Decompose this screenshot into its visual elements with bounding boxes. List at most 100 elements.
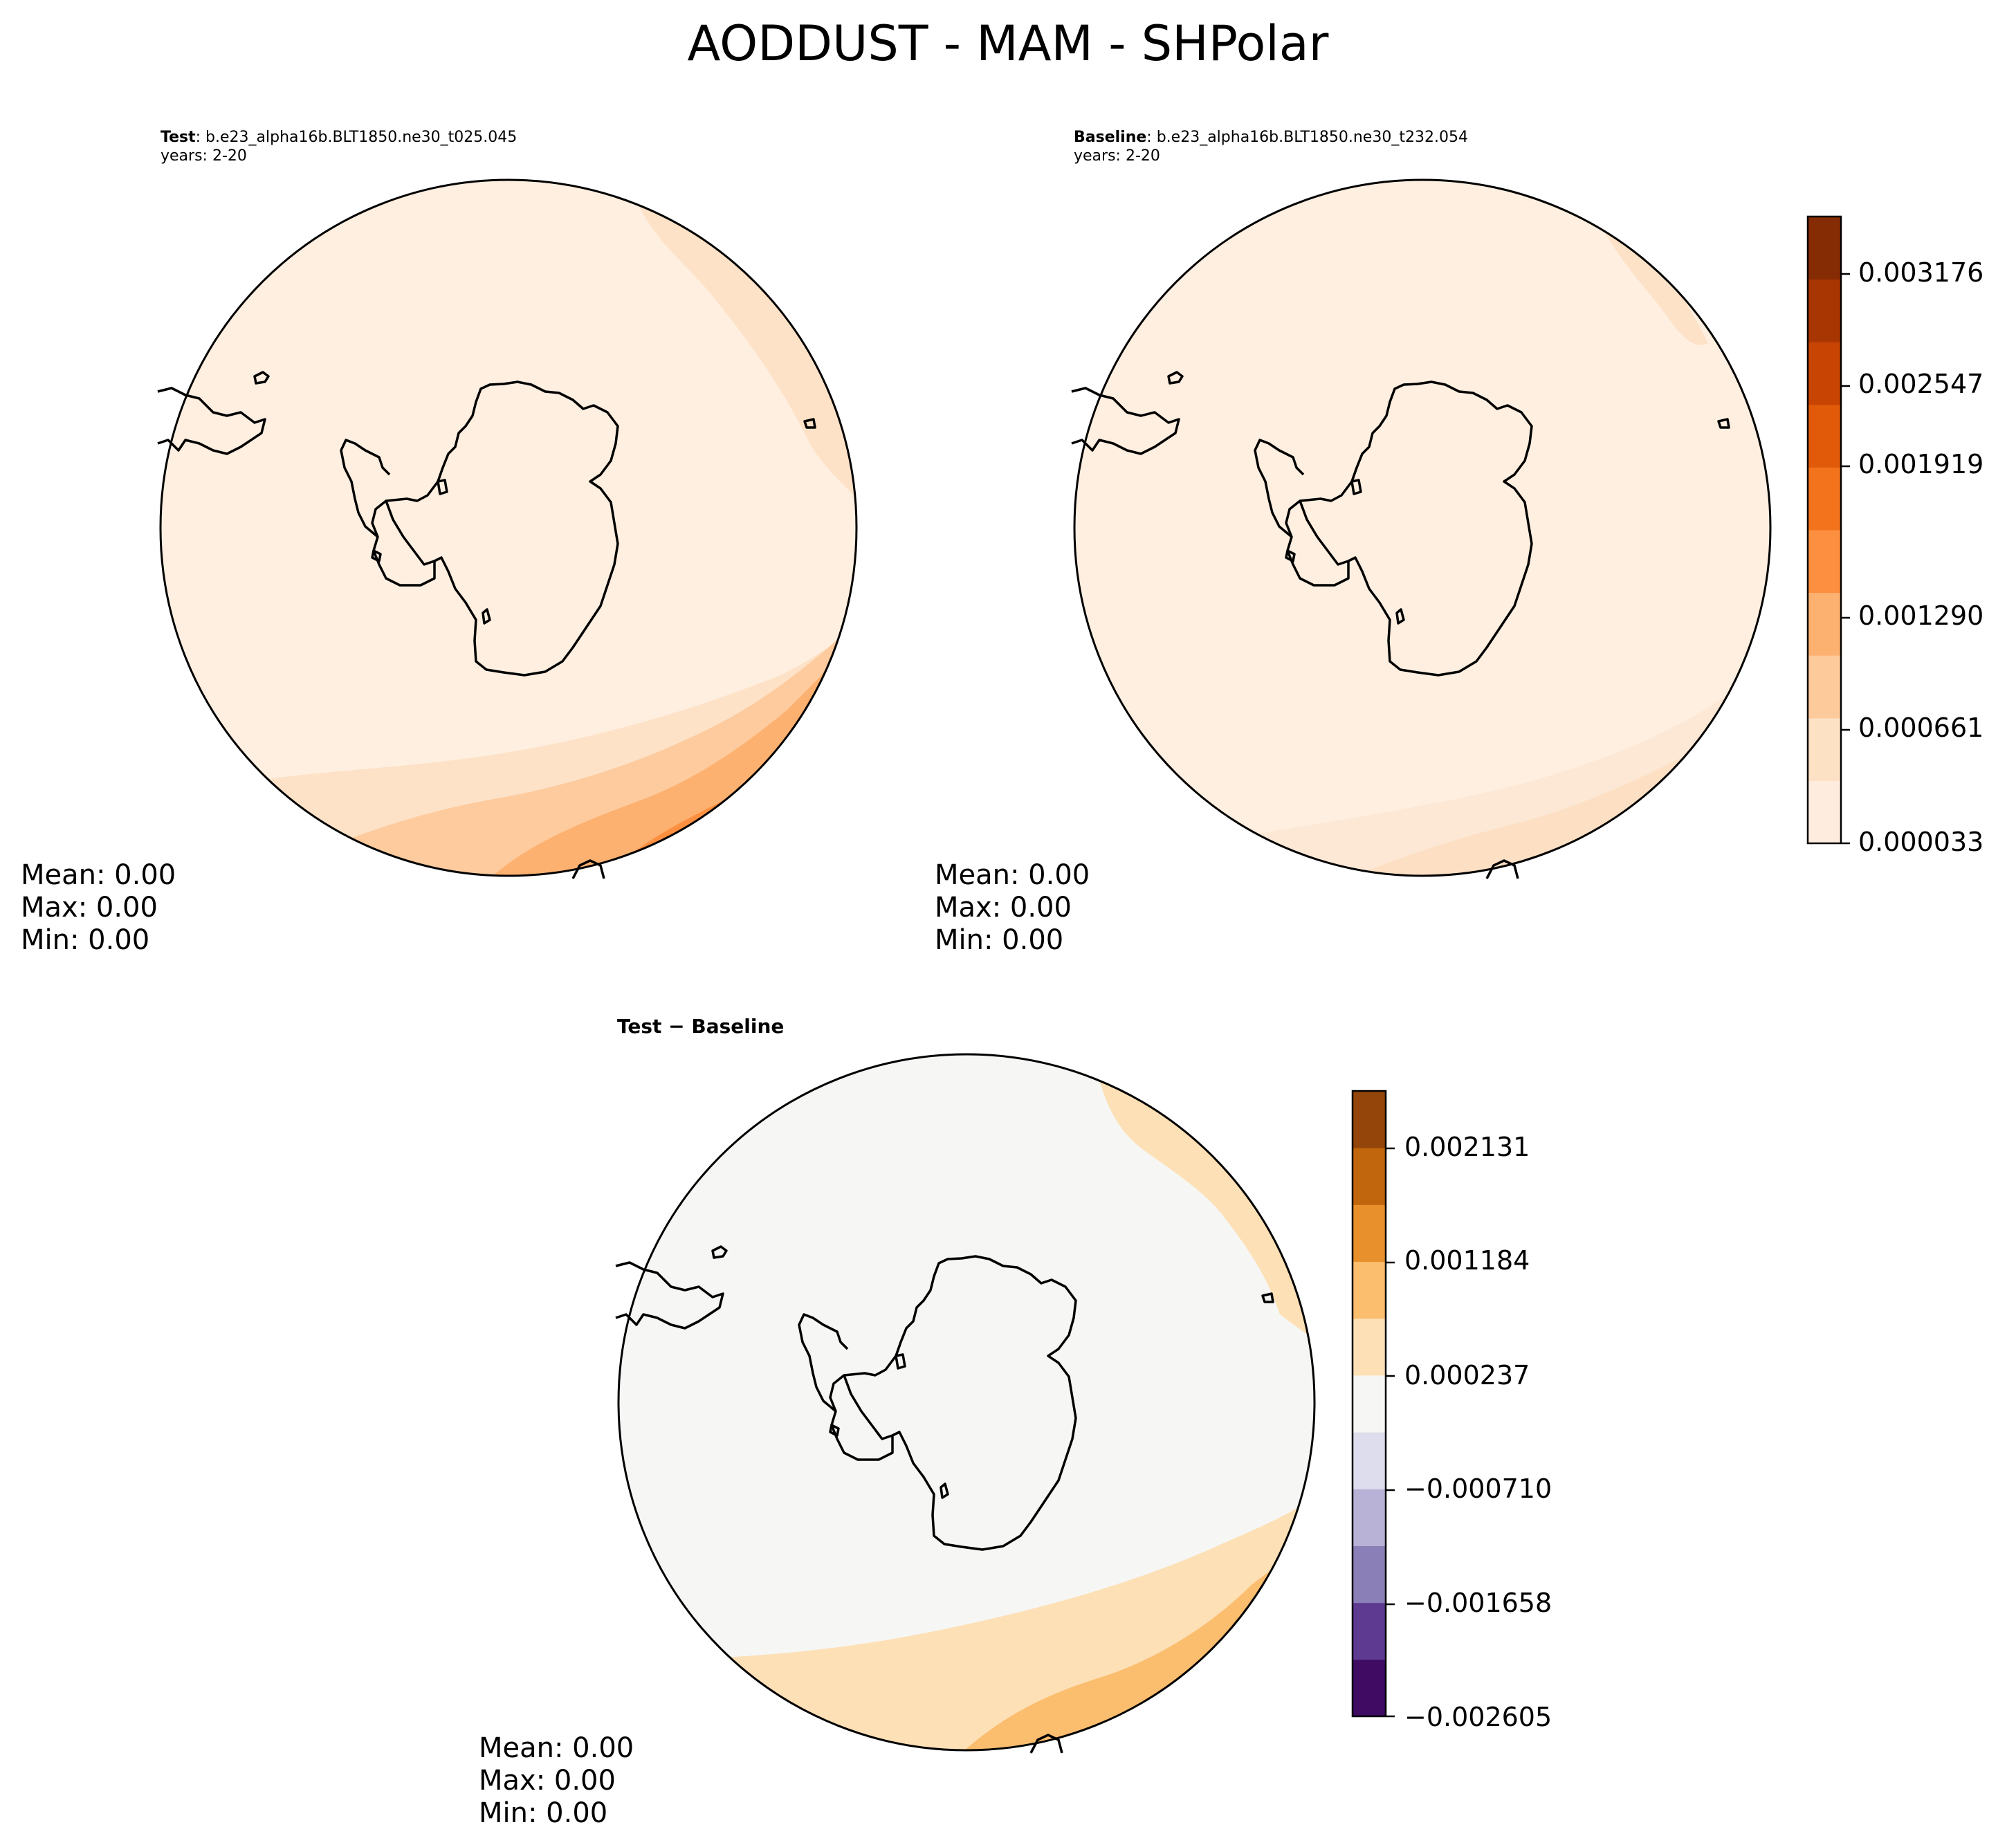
diff-falklands (711, 1245, 728, 1259)
diff-panel-title: Test − Baseline (617, 1015, 785, 1038)
diff-colorbar-tick-0: 0.002131 (1404, 1132, 1530, 1162)
diff-antarctica-coast (829, 1255, 1077, 1551)
main-colorbar-segment-9 (1808, 217, 1841, 280)
test-antarctic-peninsula (340, 439, 435, 566)
test-mean: Mean: 0.00 (21, 859, 176, 891)
main-colorbar-segment-6 (1808, 404, 1841, 468)
test-island-3 (482, 608, 491, 625)
test-new-zealand-tip (571, 859, 605, 879)
test-dust-plume-8 (760, 779, 800, 808)
main-colorbar-segment-7 (1808, 342, 1841, 405)
diff-colorbar (1351, 1090, 1387, 1718)
baseline-max: Max: 0.00 (935, 892, 1072, 924)
diff-colorbar-tick-4: −0.001658 (1404, 1588, 1552, 1618)
test-south-america-tip (157, 387, 266, 455)
main-colorbar-tick-4: 0.000661 (1858, 713, 1984, 743)
test-case-name: : b.e23_alpha16b.BLT1850.ne30_t025.045 (195, 129, 517, 146)
diff-colorbar-segment-4 (1353, 1432, 1386, 1489)
baseline-island-3 (1395, 608, 1405, 625)
diff-colorbar-tick-5: −0.002605 (1404, 1702, 1552, 1732)
main-colorbar (1806, 215, 1842, 845)
diff-colorbar-fill (1353, 1091, 1386, 1717)
baseline-stats: Mean: 0.00 Max: 0.00 Min: 0.00 (935, 859, 1090, 957)
test-label: Test (161, 129, 196, 146)
test-island-1 (371, 549, 382, 562)
diff-colorbar-segment-9 (1353, 1148, 1386, 1205)
baseline-south-america-tip (1071, 387, 1180, 455)
diff-mean: Mean: 0.00 (479, 1732, 634, 1764)
diff-min: Min: 0.00 (479, 1797, 608, 1829)
diff-colorbar-segment-3 (1353, 1489, 1386, 1546)
baseline-mean: Mean: 0.00 (935, 859, 1090, 891)
test-falklands (253, 371, 270, 385)
diff-map (615, 1053, 1316, 1754)
diff-colorbar-segment-1 (1353, 1602, 1386, 1660)
diff-coastline (615, 1245, 1274, 1754)
diff-colorbar-segment-0 (1353, 1659, 1386, 1717)
diff-colorbar-segment-2 (1353, 1545, 1386, 1604)
test-island-2 (437, 479, 448, 495)
baseline-case-line: Baseline: b.e23_alpha16b.BLT1850.ne30_t2… (1074, 128, 1468, 147)
diff-island-1 (829, 1424, 840, 1437)
test-years: years: 2-20 (161, 147, 247, 165)
baseline-new-zealand-tip (1485, 859, 1519, 879)
test-min: Min: 0.00 (21, 924, 150, 956)
figure-title: AODDUST - MAM - SHPolar (687, 15, 1329, 72)
test-island-far-right (803, 418, 816, 429)
main-colorbar-tick-marks (1842, 273, 1850, 845)
diff-colorbar-tick-3: −0.000710 (1404, 1474, 1552, 1504)
diff-stats: Mean: 0.00 Max: 0.00 Min: 0.00 (479, 1732, 634, 1830)
main-colorbar-segment-2 (1808, 655, 1841, 719)
main-colorbar-segment-5 (1808, 467, 1841, 531)
baseline-map-boundary (1073, 178, 1772, 877)
main-colorbar-fill (1808, 217, 1841, 844)
test-max: Max: 0.00 (21, 892, 158, 924)
diff-colorbar-segment-8 (1353, 1204, 1386, 1263)
main-colorbar-tick-3: 0.001290 (1858, 600, 1984, 631)
main-colorbar-segment-4 (1808, 530, 1841, 594)
baseline-island-2 (1350, 479, 1362, 495)
diff-colorbar-segment-5 (1353, 1375, 1386, 1433)
main-colorbar-tick-2: 0.001919 (1858, 449, 1984, 479)
baseline-min: Min: 0.00 (935, 924, 1064, 956)
main-colorbar-segment-8 (1808, 279, 1841, 342)
baseline-dust-band-upper (1597, 219, 1708, 345)
diff-colorbar-segment-6 (1353, 1318, 1386, 1376)
diff-positive-plume-6 (1218, 1658, 1254, 1682)
diff-positive-patch-left (618, 1155, 675, 1211)
diff-island-far-right (1261, 1292, 1274, 1303)
diff-colorbar-frame (1351, 1090, 1387, 1718)
test-panel-header: Test: b.e23_alpha16b.BLT1850.ne30_t025.0… (161, 128, 517, 165)
baseline-antarctic-peninsula (1254, 439, 1349, 566)
main-colorbar-tick-5: 0.000033 (1858, 827, 1984, 857)
diff-colorbar-segment-10 (1353, 1091, 1386, 1148)
diff-positive-plume-5 (1197, 1652, 1259, 1693)
baseline-label: Baseline (1074, 129, 1147, 146)
test-stats: Mean: 0.00 Max: 0.00 Min: 0.00 (21, 859, 176, 957)
test-antarctica-coast (371, 380, 619, 677)
baseline-case-name: : b.e23_alpha16b.BLT1850.ne30_t232.054 (1146, 129, 1468, 146)
diff-colorbar-tick-marks (1386, 1147, 1395, 1718)
main-colorbar-tick-1: 0.002547 (1858, 369, 1984, 399)
diff-colorbar-tick-1: 0.001184 (1404, 1245, 1530, 1276)
diff-map-boundary (617, 1053, 1316, 1752)
baseline-panel-header: Baseline: b.e23_alpha16b.BLT1850.ne30_t2… (1074, 128, 1468, 165)
diff-island-3 (940, 1483, 949, 1499)
baseline-years: years: 2-20 (1074, 147, 1160, 165)
test-map (157, 178, 858, 879)
baseline-island-far-right (1717, 418, 1730, 429)
baseline-coastline (1071, 371, 1730, 879)
main-colorbar-segment-0 (1808, 780, 1841, 844)
diff-max: Max: 0.00 (479, 1765, 616, 1797)
test-map-boundary (159, 178, 858, 877)
main-colorbar-segment-1 (1808, 717, 1841, 781)
baseline-map (1071, 178, 1772, 879)
diff-south-america-tip (615, 1261, 724, 1330)
diff-colorbar-tick-2: 0.000237 (1404, 1360, 1530, 1390)
main-colorbar-frame (1806, 215, 1842, 845)
baseline-island-1 (1285, 549, 1296, 562)
test-case-line: Test: b.e23_alpha16b.BLT1850.ne30_t025.0… (161, 128, 517, 147)
baseline-falklands (1167, 371, 1184, 385)
main-colorbar-tick-0: 0.003176 (1858, 257, 1984, 288)
main-colorbar-segment-3 (1808, 592, 1841, 656)
